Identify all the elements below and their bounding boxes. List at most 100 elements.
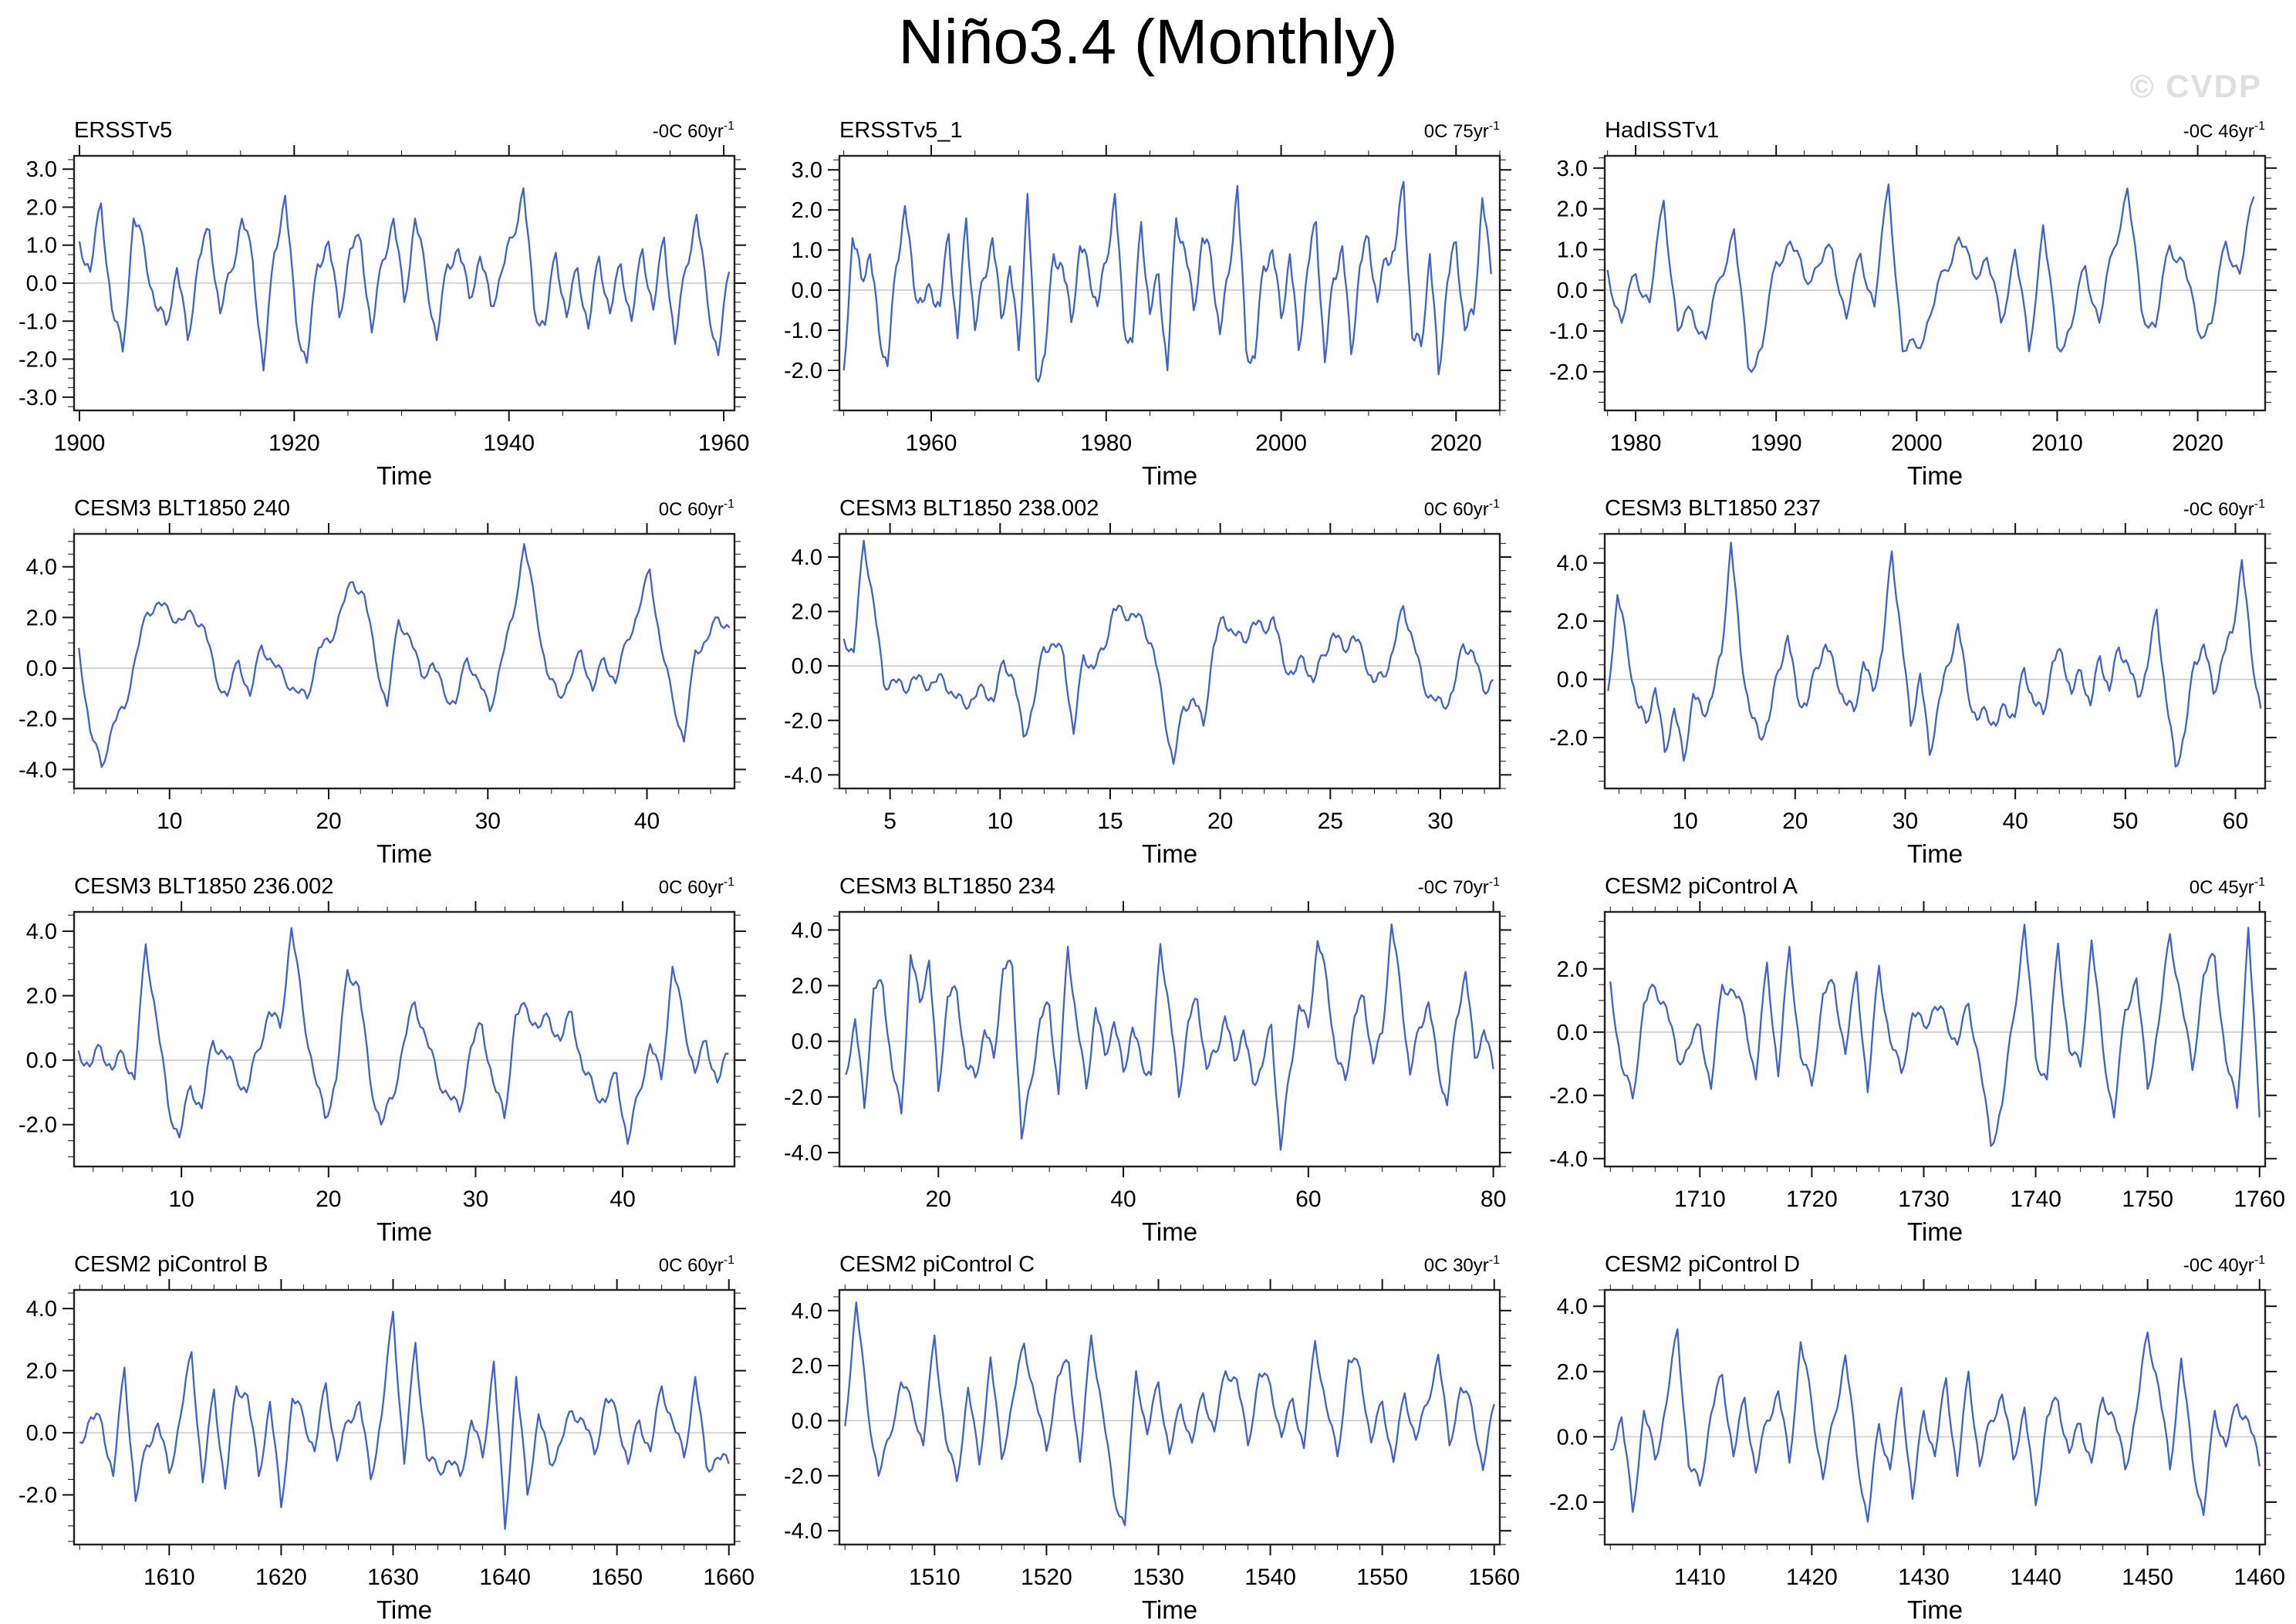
y-tick-label: -4.0: [19, 758, 57, 782]
y-axis-ticks: [62, 566, 746, 771]
y-tick-label: -2.0: [19, 1484, 57, 1508]
plot-frame: [1603, 910, 2267, 1168]
plot-frame: [838, 532, 1501, 790]
x-tick-label: 10: [168, 1187, 194, 1212]
trend-annotation: 0C 75yr-1: [1424, 120, 1500, 142]
x-axis-ticks: [930, 145, 1457, 421]
y-tick-label: 4.0: [26, 555, 57, 580]
y-axis-ticks: [62, 1308, 746, 1496]
plot-frame: [1603, 532, 2267, 790]
y-tick-label: -4.0: [1549, 1147, 1588, 1172]
x-axis-ticks: [168, 1279, 730, 1555]
y-tick-label: 4.0: [1557, 552, 1588, 576]
x-tick-label: 20: [926, 1187, 951, 1212]
panel-chart: 4.0 2.0 0.0 -2.0 -4.0 5 10 15 20 25 30 CESM3 BLT185…: [784, 496, 1511, 868]
time-axis-label: Time: [376, 461, 432, 486]
x-tick-label: 1560: [1468, 1565, 1520, 1590]
trend-annotation: -0C 60yr-1: [2183, 498, 2265, 520]
panel-chart: 2.0 0.0 -2.0 -4.0 1710 1720 1730 1740 1750 1760 CE…: [1549, 874, 2285, 1246]
y-tick-label: 4.0: [792, 1299, 822, 1324]
x-tick-label: 2020: [2172, 430, 2223, 456]
y-tick-label: -4.0: [784, 1519, 822, 1544]
y-tick-label: 2.0: [26, 195, 57, 220]
x-tick-label: 1960: [906, 430, 957, 456]
y-axis-minor-ticks: [833, 159, 1506, 411]
y-tick-label: 0.0: [26, 657, 57, 681]
panel-chart: 4.0 2.0 0.0 -2.0 1610 1620 1630 1640 1650 1660 CES…: [19, 1252, 755, 1624]
panel-CESM3-BLT1850-236-002: 4.0 2.0 0.0 -2.0 10 20 30 40 CESM3 BLT1850 236.0…: [0, 864, 765, 1246]
x-tick-label: 1520: [1021, 1565, 1072, 1590]
x-tick-label: 1540: [1244, 1565, 1296, 1590]
y-tick-label: 2.0: [1557, 609, 1588, 634]
panel-CESM3-BLT1850-238-002: 4.0 2.0 0.0 -2.0 -4.0 5 10 15 20 25 30 CESM3 BLT185…: [765, 486, 1531, 868]
x-tick-label: 1640: [479, 1565, 531, 1590]
y-axis-ticks: [828, 929, 1511, 1153]
time-axis-label: Time: [376, 1595, 432, 1620]
plot-frame: [1603, 1288, 2267, 1546]
y-tick-label: 2.0: [792, 600, 822, 625]
x-axis-minor-ticks: [1609, 1285, 2238, 1550]
x-tick-label: 1420: [1786, 1565, 1838, 1590]
x-axis-ticks: [1635, 145, 2199, 421]
plot-frame: [838, 154, 1501, 412]
x-tick-label: 1760: [2234, 1187, 2285, 1212]
y-tick-label: 1.0: [1557, 238, 1588, 262]
y-tick-label: 2.0: [26, 984, 57, 1009]
series-line: [1607, 542, 2262, 768]
y-tick-label: 2.0: [1557, 1360, 1588, 1385]
x-tick-label: 30: [463, 1187, 488, 1212]
y-axis-minor-ticks: [1599, 1289, 2271, 1535]
plot-frame: [73, 1288, 736, 1546]
x-tick-label: 1920: [268, 430, 320, 456]
panel-title: CESM3 BLT1850 236.002: [74, 874, 333, 899]
series-line: [1606, 183, 2255, 373]
x-tick-label: 1740: [2010, 1187, 2061, 1212]
y-tick-label: 2.0: [792, 198, 822, 223]
x-tick-label: 1530: [1133, 1565, 1184, 1590]
y-axis-minor-ticks: [68, 541, 741, 783]
x-axis-ticks: [1684, 523, 2237, 799]
x-tick-label: 1510: [909, 1565, 961, 1590]
y-tick-label: -1.0: [1549, 319, 1588, 344]
plot-frame: [1603, 154, 2267, 412]
x-tick-label: 5: [883, 809, 896, 834]
y-tick-label: -1.0: [784, 319, 822, 343]
x-tick-label: 10: [1672, 809, 1697, 834]
x-tick-label: 1440: [2010, 1565, 2061, 1590]
x-tick-label: 30: [1893, 809, 1918, 834]
y-tick-label: 0.0: [792, 1409, 822, 1433]
y-tick-label: 2.0: [26, 1359, 57, 1384]
x-tick-label: 2000: [1255, 430, 1307, 456]
series-line: [77, 927, 729, 1145]
panel-title: CESM2 piControl C: [839, 1252, 1035, 1277]
x-tick-label: 1550: [1356, 1565, 1408, 1590]
y-axis-minor-ticks: [833, 542, 1506, 789]
x-tick-label: 10: [157, 809, 182, 834]
y-axis-minor-ticks: [68, 1292, 741, 1542]
trend-annotation: -0C 60yr-1: [653, 120, 734, 142]
panel-chart: 4.0 2.0 0.0 -2.0 -4.0 20 40 60 80 CESM3 BLT1850 2…: [784, 874, 1511, 1246]
y-tick-label: -2.0: [784, 1085, 822, 1110]
panel-chart: 4.0 2.0 0.0 -2.0 10 20 30 40 CESM3 BLT1850 236.0…: [19, 874, 746, 1246]
x-tick-label: 40: [634, 809, 660, 834]
series-line: [844, 1301, 1495, 1527]
x-axis-ticks: [168, 523, 648, 799]
series-line: [78, 187, 731, 372]
y-tick-label: 2.0: [1557, 957, 1588, 982]
y-tick-label: 4.0: [792, 545, 822, 570]
panel-chart: 4.0 2.0 0.0 -2.0 1410 1420 1430 1440 1450 1460 CES…: [1549, 1252, 2285, 1624]
y-tick-label: 4.0: [792, 918, 822, 943]
page-title: Niño3.4 (Monthly): [898, 7, 1398, 77]
x-axis-ticks: [181, 901, 624, 1177]
x-tick-label: 20: [316, 1187, 341, 1212]
panel-CESM2-piControl-A: 2.0 0.0 -2.0 -4.0 1710 1720 1730 1740 1750 1760 CE…: [1531, 864, 2296, 1246]
x-tick-label: 30: [1427, 809, 1453, 834]
x-tick-label: 80: [1481, 1187, 1506, 1212]
x-tick-label: 30: [475, 809, 501, 834]
y-tick-label: -2.0: [784, 1464, 822, 1489]
panel-chart: 3.0 2.0 1.0 0.0 -1.0 -2.0 1980 1990 2000 2010 2020…: [1549, 118, 2277, 490]
y-axis-ticks: [828, 169, 1511, 372]
y-tick-label: -4.0: [784, 1141, 822, 1166]
x-tick-label: 1940: [483, 430, 535, 456]
x-tick-label: 2010: [2031, 430, 2083, 456]
